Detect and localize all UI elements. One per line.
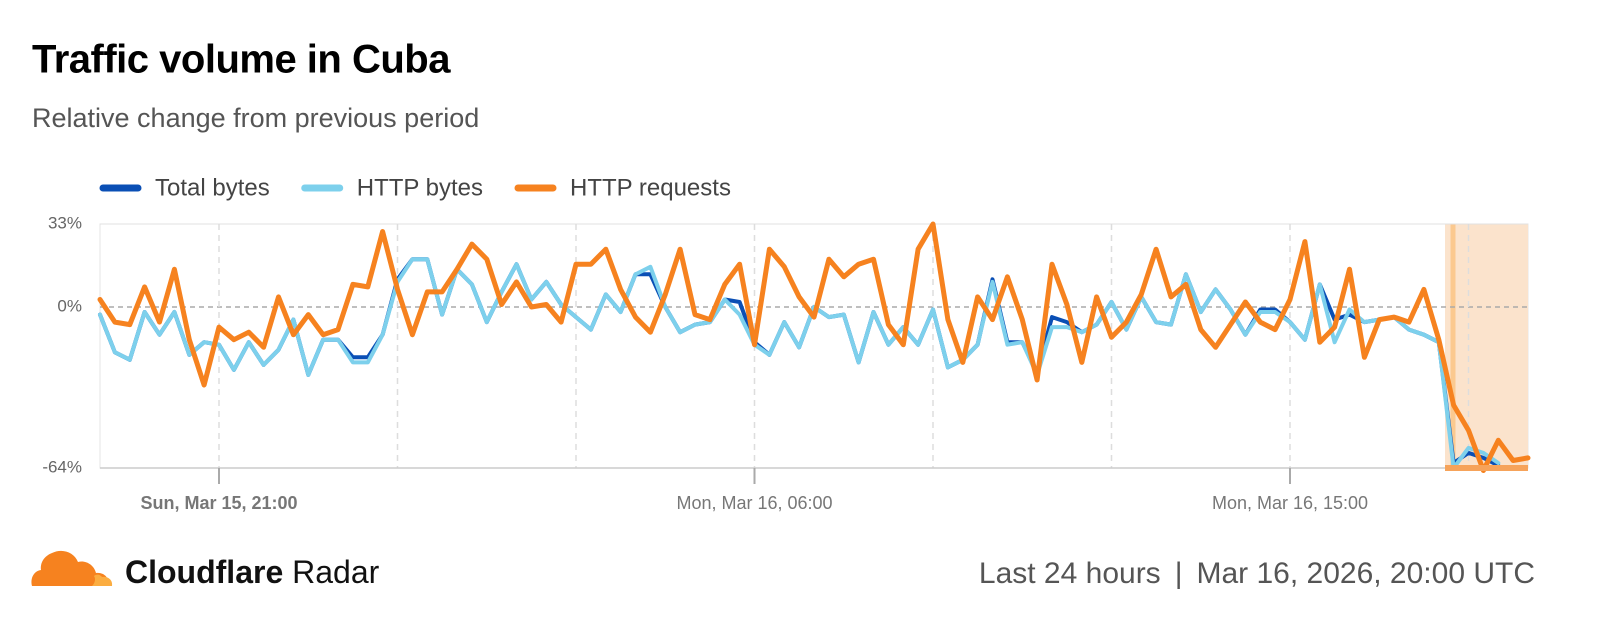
- series-line: [97, 221, 1531, 473]
- chart-subtitle: Relative change from previous period: [32, 103, 479, 133]
- x-tick-label: Mon, Mar 16, 15:00: [1212, 493, 1368, 513]
- y-tick-label: 33%: [48, 213, 82, 232]
- x-tick-label: Mon, Mar 16, 06:00: [676, 493, 832, 513]
- brand-name: Cloudflare Radar: [125, 554, 380, 590]
- series-line: [98, 257, 1501, 470]
- timestamp: Mar 16, 2026, 20:00 UTC: [1196, 557, 1535, 590]
- legend-label: HTTP requests: [570, 174, 731, 201]
- chart-title: Traffic volume in Cuba: [32, 38, 451, 82]
- anomaly-region: [1445, 224, 1528, 468]
- period: Last 24 hours: [979, 557, 1161, 590]
- brand: Cloudflare: [125, 554, 283, 590]
- y-tick-label: -64%: [42, 457, 82, 476]
- product: Radar: [292, 554, 380, 590]
- series-line: [98, 257, 1501, 468]
- legend-label: HTTP bytes: [357, 174, 483, 201]
- legend-label: Total bytes: [155, 174, 270, 201]
- footer-info: Last 24 hours | Mar 16, 2026, 20:00 UTC: [979, 557, 1535, 590]
- plot-frame: [99, 223, 1529, 469]
- y-tick-label: 0%: [57, 296, 82, 315]
- cloudflare-logo: [31, 550, 113, 586]
- x-tick-label: Sun, Mar 15, 21:00: [140, 493, 297, 513]
- separator: |: [1175, 557, 1183, 590]
